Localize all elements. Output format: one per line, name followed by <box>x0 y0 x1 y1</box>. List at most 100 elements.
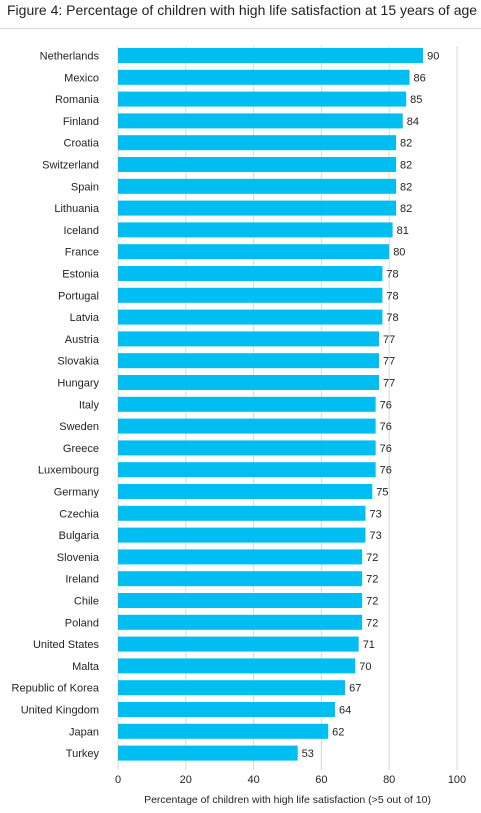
bar <box>118 745 298 761</box>
bar <box>118 702 335 717</box>
bar <box>118 505 366 521</box>
category-label: Hungary <box>57 378 99 390</box>
bar <box>118 69 410 85</box>
value-label: 73 <box>369 508 381 520</box>
category-labels: Netherlands Mexico Romania Finland Croatia Sw… <box>12 51 100 761</box>
x-tick-label: 100 <box>448 774 466 786</box>
value-label: 64 <box>339 705 351 717</box>
value-label: 71 <box>363 639 375 651</box>
value-label: 70 <box>359 661 371 673</box>
x-tick-label: 20 <box>180 774 192 786</box>
category-label: Chile <box>74 596 99 608</box>
category-label: Switzerland <box>42 160 99 172</box>
category-label: Germany <box>54 487 100 499</box>
category-label: France <box>65 247 99 259</box>
category-label: Sweden <box>59 421 99 433</box>
category-label: Slovenia <box>57 552 100 564</box>
value-label: 77 <box>383 378 395 390</box>
bar <box>118 375 380 390</box>
bar <box>118 266 383 281</box>
category-label: Lithuania <box>54 203 100 215</box>
value-label: 75 <box>376 487 388 499</box>
value-label: 73 <box>369 530 381 542</box>
category-label: Japan <box>69 726 99 738</box>
bar <box>118 244 390 260</box>
bar <box>118 440 376 456</box>
category-label: Netherlands <box>40 51 100 63</box>
value-label: 72 <box>366 617 378 629</box>
category-label: Estonia <box>62 269 100 281</box>
bar <box>118 287 383 303</box>
value-label: 77 <box>383 334 395 346</box>
category-label: Ireland <box>65 574 99 586</box>
bar <box>118 614 363 630</box>
title-divider <box>0 28 481 29</box>
category-label: Austria <box>65 334 100 346</box>
category-label: Bulgaria <box>59 530 100 542</box>
value-label: 76 <box>380 465 392 477</box>
value-label: 72 <box>366 596 378 608</box>
bar <box>118 636 359 652</box>
x-tick-label: 60 <box>315 774 327 786</box>
bar <box>118 91 407 107</box>
category-label: Slovakia <box>57 356 99 368</box>
bar <box>118 723 329 739</box>
bar <box>118 549 363 565</box>
bar <box>118 396 376 412</box>
value-label: 72 <box>366 552 378 564</box>
value-label: 76 <box>380 399 392 411</box>
category-label: Latvia <box>70 312 100 324</box>
bar <box>118 462 376 478</box>
value-label: 78 <box>386 312 398 324</box>
category-label: Turkey <box>66 748 100 760</box>
category-label: Poland <box>65 617 99 629</box>
value-label: 78 <box>386 269 398 281</box>
bar <box>118 593 363 608</box>
bar <box>118 48 424 63</box>
category-label: Malta <box>72 661 100 673</box>
bar <box>118 484 373 499</box>
category-label: Czechia <box>59 508 100 520</box>
x-axis-title: Percentage of children with high life sa… <box>144 794 431 806</box>
bar <box>118 680 346 696</box>
category-label: United Kingdom <box>21 705 99 717</box>
value-label: 86 <box>414 72 426 84</box>
bar <box>118 353 380 369</box>
x-tick-label: 0 <box>115 774 121 786</box>
category-label: Croatia <box>64 138 100 150</box>
category-label: Spain <box>71 181 99 193</box>
category-label: Mexico <box>64 72 99 84</box>
bars <box>118 48 424 761</box>
value-label: 77 <box>383 356 395 368</box>
value-label: 90 <box>427 51 439 63</box>
value-label: 82 <box>400 203 412 215</box>
value-label: 82 <box>400 160 412 172</box>
value-label: 85 <box>410 94 422 106</box>
value-label: 80 <box>393 247 405 259</box>
value-label: 82 <box>400 138 412 150</box>
bar <box>118 113 403 129</box>
value-label: 62 <box>332 726 344 738</box>
value-label: 72 <box>366 574 378 586</box>
value-label: 82 <box>400 181 412 193</box>
category-label: Luxembourg <box>38 465 99 477</box>
bar <box>118 571 363 587</box>
chart-title: Figure 4: Percentage of children with hi… <box>7 2 478 18</box>
category-label: Iceland <box>64 225 99 237</box>
category-label: Republic of Korea <box>12 683 100 695</box>
bar <box>118 178 396 194</box>
category-label: United States <box>33 639 100 651</box>
value-label: 53 <box>302 748 314 760</box>
x-axis-ticks: 0 20 40 60 80 100 <box>115 774 466 786</box>
bar <box>118 135 396 151</box>
bar <box>118 658 356 674</box>
value-label: 67 <box>349 683 361 695</box>
x-tick-label: 40 <box>247 774 259 786</box>
value-label: 78 <box>386 290 398 302</box>
bar <box>118 331 380 347</box>
bar <box>118 200 396 216</box>
value-label: 84 <box>407 116 419 128</box>
bar <box>118 418 376 434</box>
